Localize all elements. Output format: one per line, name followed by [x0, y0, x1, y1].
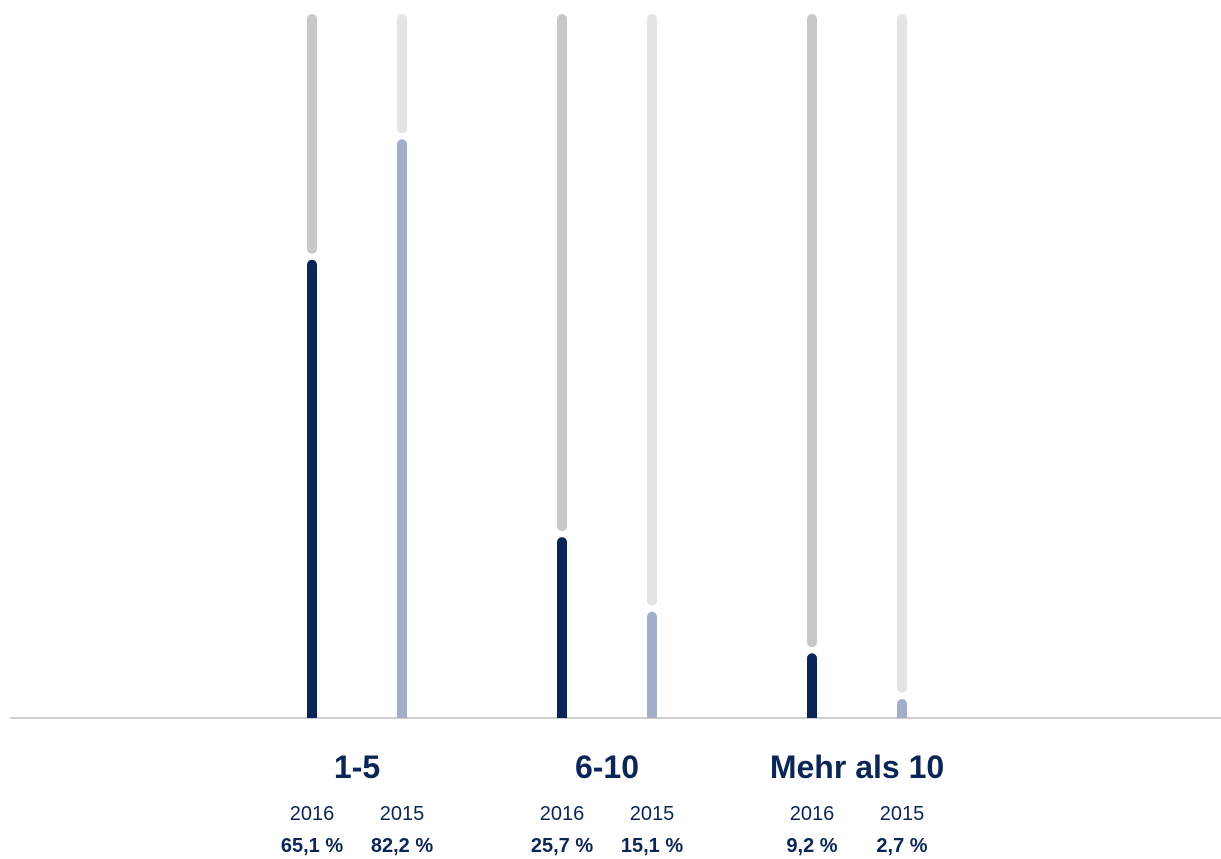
bar-2016-2	[557, 537, 567, 718]
value-label-2016-1: 65,1 %	[281, 835, 343, 857]
value-label-2015-1: 82,2 %	[371, 835, 433, 857]
year-label-2016-1: 2016	[290, 803, 335, 825]
category-label-2: 6-10	[575, 749, 639, 785]
labels-group: 2016 65,1 % 2015 82,2 % 1-5 2016 25,7 % 2015 15,…	[281, 749, 944, 857]
bars-group	[307, 19, 907, 718]
value-label-2015-3: 2,7 %	[876, 835, 927, 857]
bar-2016-1	[307, 260, 317, 718]
bar-2015-1	[397, 139, 407, 718]
bar-2015-3	[897, 699, 907, 718]
value-label-2016-3: 9,2 %	[786, 835, 837, 857]
year-label-2016-2: 2016	[540, 803, 585, 825]
value-label-2016-2: 25,7 %	[531, 835, 593, 857]
bar-2015-2	[647, 612, 657, 718]
year-label-2015-1: 2015	[380, 803, 425, 825]
year-label-2015-3: 2015	[880, 803, 925, 825]
category-label-1: 1-5	[334, 749, 380, 785]
year-label-2016-3: 2016	[790, 803, 835, 825]
value-label-2015-2: 15,1 %	[621, 835, 683, 857]
category-label-3: Mehr als 10	[770, 749, 944, 785]
year-label-2015-2: 2015	[630, 803, 675, 825]
bar-2016-3	[807, 653, 817, 718]
